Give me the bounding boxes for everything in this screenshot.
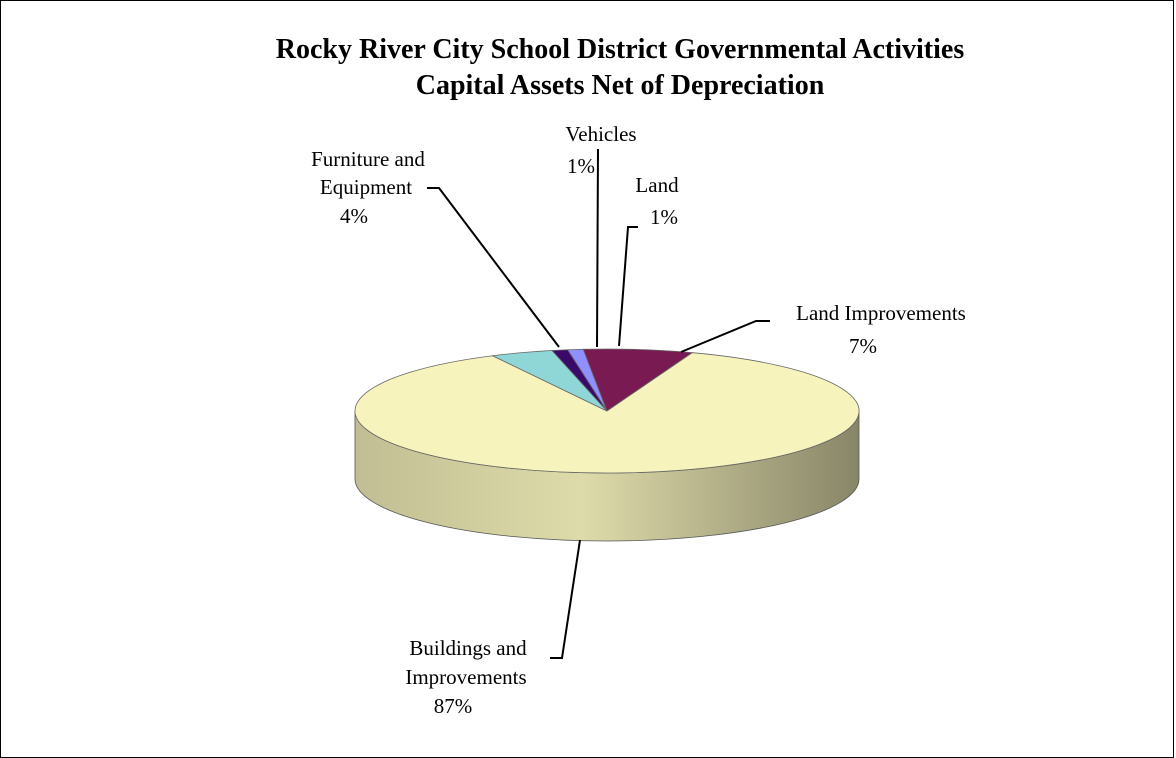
label-land-pct: 1% <box>650 205 678 229</box>
leader-line-buildings <box>550 539 581 659</box>
slice-top-vehicles <box>551 349 608 412</box>
chart-title-line-2: Capital Assets Net of Depreciation <box>416 70 825 101</box>
label-buildings-pct: 87% <box>434 694 473 718</box>
leader-line-land-improvements <box>680 320 770 353</box>
label-land-improvements-name: Land Improvements <box>796 301 966 325</box>
label-buildings-line-1: Buildings and <box>409 636 527 660</box>
label-land-improvements-pct: 7% <box>849 334 877 358</box>
label-land-name: Land <box>635 173 679 197</box>
label-buildings-line-2: Improvements <box>405 665 526 689</box>
leader-line-land <box>618 226 638 347</box>
label-vehicles-name: Vehicles <box>565 122 636 146</box>
label-furniture-pct: 4% <box>340 204 368 228</box>
label-vehicles-pct: 1% <box>567 154 595 178</box>
leader-line-vehicles <box>596 148 599 348</box>
slices-layer <box>354 348 860 542</box>
label-furniture-line-1: Furniture and <box>311 147 425 171</box>
label-furniture-line-2: Equipment <box>320 175 412 199</box>
slice-top-land-improvements <box>582 348 694 412</box>
slice-top-buildings-and-improvements <box>354 352 860 474</box>
leader-line-furniture <box>427 187 560 348</box>
chart-title-line-1: Rocky River City School District Governm… <box>276 34 965 65</box>
